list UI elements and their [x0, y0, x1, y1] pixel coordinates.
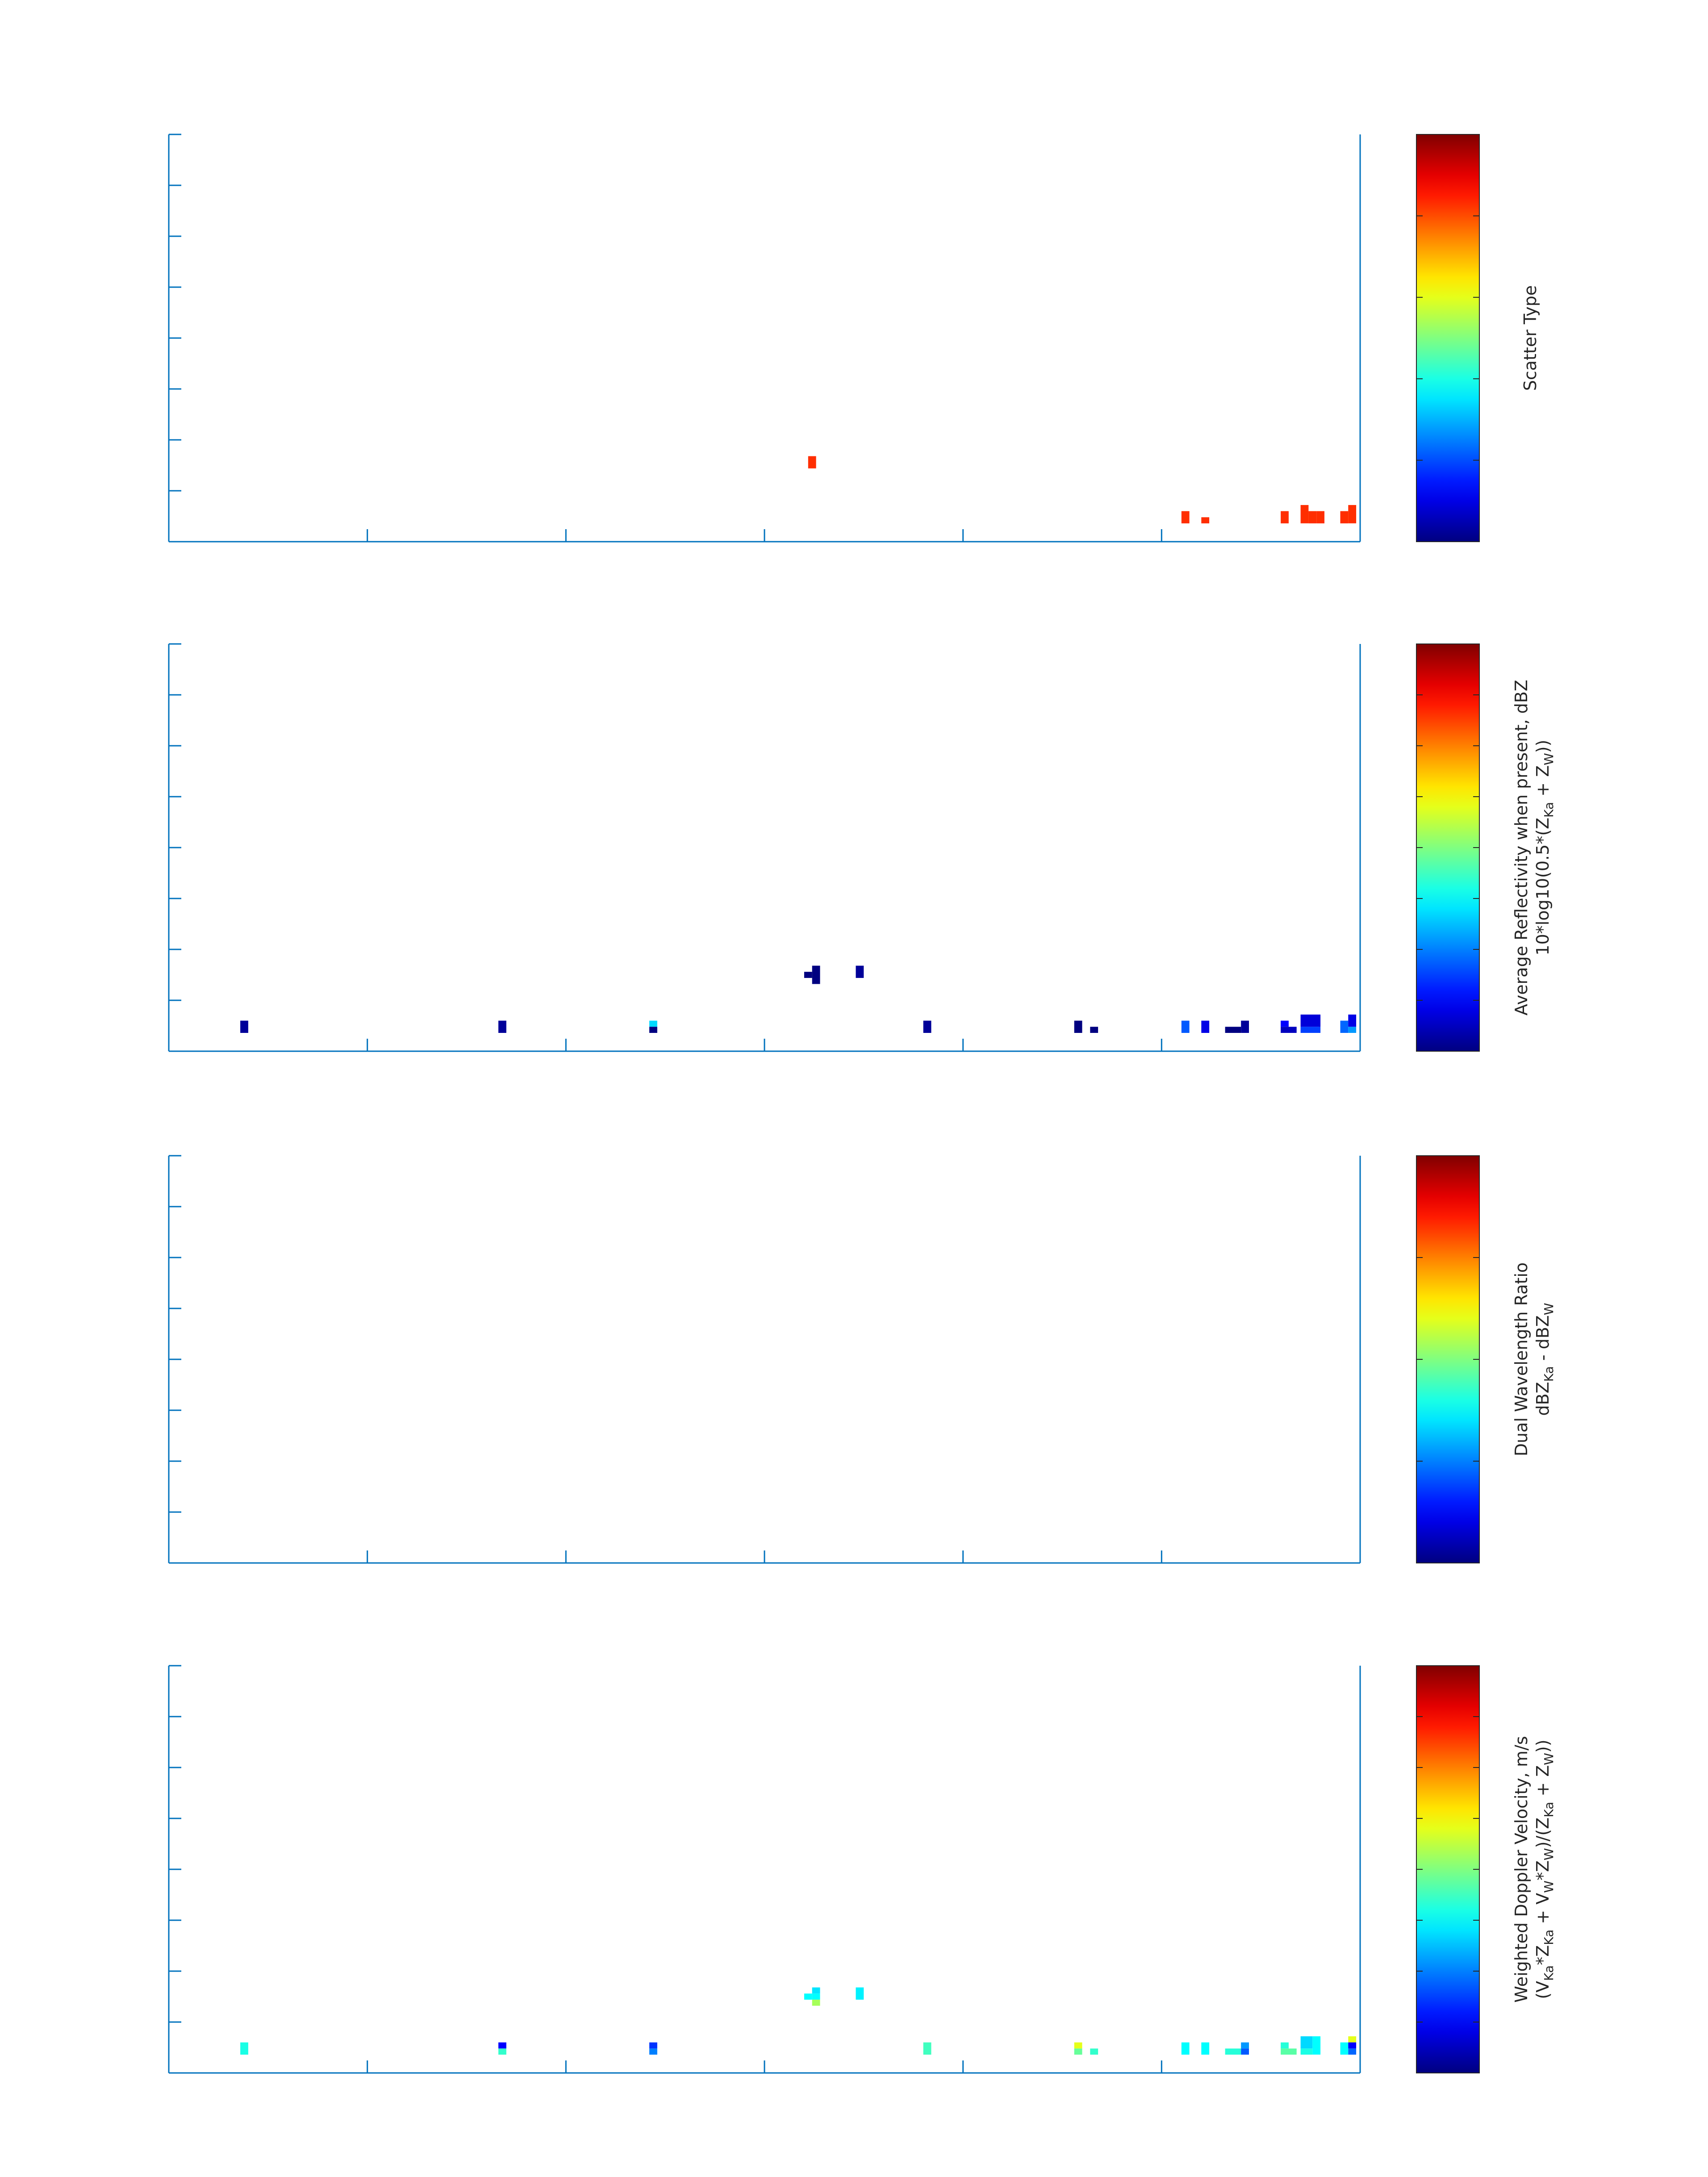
data-cell	[1074, 1020, 1082, 1033]
data-cell	[1281, 1020, 1289, 1027]
data-cell	[1316, 511, 1324, 523]
data-cell	[1348, 1027, 1357, 1033]
data-cell	[1281, 1027, 1297, 1033]
data-cell	[812, 1993, 820, 2000]
data-cell	[1225, 2048, 1241, 2055]
data-cell	[1300, 2036, 1313, 2049]
data-cell	[240, 1020, 248, 1033]
data-cell	[856, 965, 864, 978]
data-cell	[1312, 2036, 1321, 2055]
colorbar-title: Average Reflectivity when present, dBZ	[1512, 680, 1531, 1015]
data-cell	[1348, 2036, 1357, 2043]
data-cell	[1225, 1027, 1241, 1033]
data-cell	[1181, 511, 1190, 523]
data-cell	[649, 1027, 657, 1033]
data-cell	[1308, 511, 1317, 523]
colorbar	[1416, 134, 1480, 542]
data-cell	[1201, 2042, 1210, 2055]
data-cell	[1201, 517, 1210, 523]
data-cell	[923, 1020, 931, 1033]
colorbar	[1416, 643, 1480, 1052]
data-cell	[498, 2042, 506, 2049]
data-cell	[804, 1993, 812, 2000]
data-cell	[649, 2042, 657, 2049]
data-cell	[1181, 2042, 1190, 2055]
colorbar-title: Weighted Doppler Velocity, m/s	[1512, 1736, 1531, 2002]
data-cell	[1241, 2042, 1249, 2049]
data-cell	[1348, 1014, 1357, 1027]
data-cell	[808, 456, 816, 468]
data-cell	[1340, 2042, 1349, 2055]
colorbar-subtitle: dBZKa​ - dBZW​	[1533, 1303, 1556, 1416]
data-cell	[498, 2048, 506, 2055]
data-cell	[1348, 2042, 1357, 2049]
data-cell	[1090, 1027, 1098, 1033]
data-cell	[498, 1020, 506, 1033]
colorbar	[1416, 1665, 1480, 2073]
data-cell	[804, 972, 812, 978]
data-cell	[812, 965, 820, 984]
data-cell	[1201, 1020, 1210, 1033]
data-cell	[1300, 505, 1309, 523]
data-cell	[1090, 2048, 1098, 2055]
data-cell	[649, 2048, 657, 2055]
data-cell	[1281, 2048, 1297, 2055]
colorbar-title: Scatter Type	[1520, 285, 1540, 391]
data-cell	[1074, 2042, 1082, 2049]
data-cell	[240, 2042, 248, 2055]
data-cell	[1300, 1027, 1321, 1033]
colorbar	[1416, 1155, 1480, 1563]
colorbar-subtitle: 10*log10(0.5*(ZKa​ + ZW​))	[1533, 740, 1556, 955]
data-cell	[856, 1987, 864, 2000]
data-cell	[1281, 511, 1289, 523]
data-cell	[1281, 2042, 1289, 2049]
data-cell	[1300, 1014, 1321, 1027]
data-cell	[649, 1020, 657, 1027]
data-cell	[1340, 511, 1349, 523]
data-cell	[1074, 2048, 1082, 2055]
data-cell	[1340, 1020, 1349, 1033]
data-cell	[1181, 1020, 1190, 1033]
data-cell	[1348, 505, 1357, 523]
colorbar-subtitle: (VKa​*ZKa​ + VW​*ZW​)/(ZKa​ + ZW​))	[1533, 1739, 1556, 1999]
colorbar-title: Dual Wavelength Ratio	[1512, 1262, 1531, 1456]
data-cell	[1348, 2048, 1357, 2055]
data-cell	[1300, 2048, 1313, 2055]
data-cell	[812, 1999, 820, 2006]
data-cell	[1241, 2048, 1249, 2055]
data-cell	[1241, 1020, 1249, 1033]
data-cell	[812, 1987, 820, 1994]
data-cell	[923, 2042, 931, 2055]
